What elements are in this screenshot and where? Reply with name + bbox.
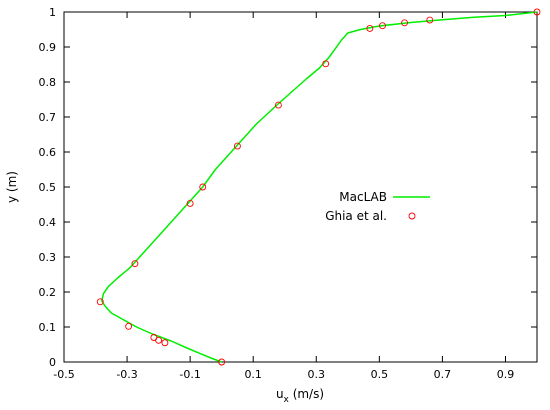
legend: MacLAB Ghia et al. xyxy=(325,190,430,223)
y-tick-label: 0.3 xyxy=(39,251,57,264)
x-tick-label: 0.9 xyxy=(497,368,515,381)
y-axis-label: y (m) xyxy=(5,171,19,203)
data-point-ghia xyxy=(379,22,386,30)
y-tick-label: 0.9 xyxy=(39,41,57,54)
y-tick-label: 0.8 xyxy=(39,76,57,89)
y-tick-label: 0 xyxy=(49,356,56,369)
data-point-ghia xyxy=(533,8,541,16)
data-point-ghia xyxy=(131,260,139,268)
legend-marker-ghia xyxy=(408,212,416,220)
x-tick-label: 0.3 xyxy=(308,368,326,381)
y-tick-label: 0.6 xyxy=(39,146,57,159)
y-tick-label: 0.1 xyxy=(39,321,57,334)
y-tick-label: 0.2 xyxy=(39,286,57,299)
data-point-ghia xyxy=(199,183,207,191)
x-tick-label: -0.1 xyxy=(179,368,200,381)
y-axis-ticks: 0 0.1 0.2 0.3 0.4 0.5 0.6 0.7 0.8 0.9 1 xyxy=(39,6,537,369)
data-point-ghia xyxy=(125,322,133,330)
data-point-ghia xyxy=(218,358,226,366)
x-axis-ticks: -0.5 -0.3 -0.1 0.1 0.3 0.5 0.7 0.9 xyxy=(53,12,514,381)
legend-label-ghia: Ghia et al. xyxy=(325,209,387,223)
x-axis-label: ux (m/s) xyxy=(276,387,324,405)
x-tick-label: -0.3 xyxy=(116,368,137,381)
data-point-ghia xyxy=(322,60,330,68)
data-point-ghia xyxy=(366,25,374,32)
y-tick-label: 1 xyxy=(49,6,56,19)
y-tick-label: 0.5 xyxy=(39,181,57,194)
x-tick-label: 0.7 xyxy=(434,368,452,381)
data-point-ghia xyxy=(426,16,434,24)
data-point-ghia xyxy=(401,19,409,27)
x-tick-label: -0.5 xyxy=(53,368,74,381)
data-point-ghia xyxy=(96,298,104,306)
data-point-ghia xyxy=(186,199,194,207)
y-tick-label: 0.4 xyxy=(39,216,57,229)
data-point-ghia xyxy=(161,339,169,347)
data-point-ghia xyxy=(274,101,282,109)
data-point-ghia xyxy=(150,334,158,341)
x-tick-label: 0.5 xyxy=(371,368,389,381)
legend-label-maclab: MacLAB xyxy=(339,190,387,204)
y-tick-label: 0.7 xyxy=(39,111,57,124)
x-tick-label: 0.1 xyxy=(244,368,262,381)
data-point-ghia xyxy=(233,142,241,150)
series-layer xyxy=(96,8,541,366)
